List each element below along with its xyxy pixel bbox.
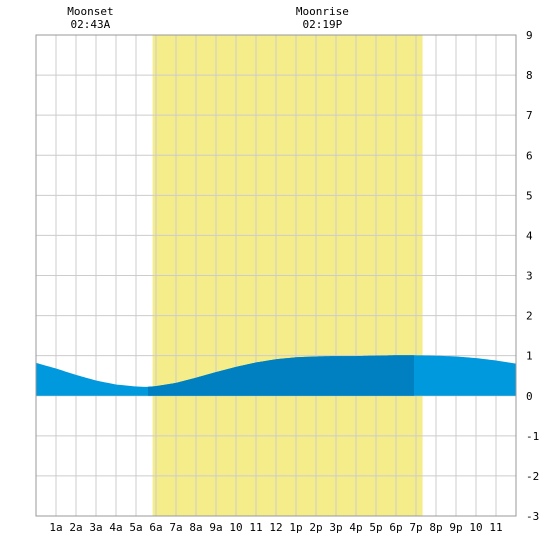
x-tick-label: 8p [429,521,442,534]
x-tick-label: 10 [229,521,242,534]
y-tick-label: 8 [526,69,533,82]
y-tick-label: 1 [526,350,533,363]
x-tick-label: 11 [489,521,502,534]
grid [36,35,516,516]
y-tick-label: -2 [526,470,539,483]
x-tick-label: 9p [449,521,462,534]
y-tick-label: 4 [526,229,533,242]
y-tick-label: 3 [526,270,533,283]
x-tick-label: 5p [369,521,382,534]
x-tick-label: 6p [389,521,402,534]
x-tick-label: 3p [329,521,342,534]
x-tick-label: 2p [309,521,322,534]
y-tick-label: -1 [526,430,539,443]
moonrise-time: 02:19P [303,18,343,31]
plot-frame [35,34,517,517]
moonrise-label: Moonrise [296,5,349,18]
tide-area-daylight [148,355,414,396]
moonset-label: Moonset [67,5,113,18]
y-tick-label: 5 [526,189,533,202]
x-axis-ticks: 1a 2a 3a 4a 5a 6a 7a 8a 9a 10 11 12 1p 2p 3p 4p 5p 6p 7p 8p… [49,521,502,534]
y-tick-label: -3 [526,510,539,523]
y-tick-label: 9 [526,29,533,42]
x-tick-label: 6a [149,521,162,534]
x-tick-label: 8a [189,521,202,534]
x-tick-label: 10 [469,521,482,534]
x-tick-label: 12 [269,521,282,534]
x-tick-label: 11 [249,521,262,534]
moonset-time: 02:43A [71,18,111,31]
x-tick-label: 1a [49,521,62,534]
x-tick-label: 7p [409,521,422,534]
x-tick-label: 1p [289,521,302,534]
x-tick-label: 4a [109,521,122,534]
y-tick-label: 7 [526,109,533,122]
x-tick-label: 3a [89,521,102,534]
y-tick-label: 6 [526,149,533,162]
x-tick-label: 7a [169,521,182,534]
x-tick-label: 2a [69,521,82,534]
x-tick-label: 5a [129,521,142,534]
y-tick-label: 2 [526,310,533,323]
y-tick-label: 0 [526,390,533,403]
x-tick-label: 9a [209,521,222,534]
y-axis-ticks: -3 -2 -1 0 1 2 3 4 5 6 7 8 9 [526,29,539,523]
x-tick-label: 4p [349,521,362,534]
